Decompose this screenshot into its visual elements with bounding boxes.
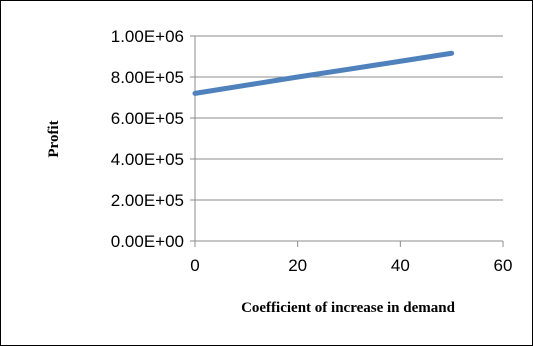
y-tick-label: 8.00E+05: [111, 68, 184, 87]
x-tick-label: 40: [391, 256, 410, 275]
gridlines: [195, 35, 503, 201]
series-line-0: [192, 50, 455, 96]
data-point: [195, 93, 196, 94]
x-tick-label: 60: [494, 256, 513, 275]
x-tick-labels: 0 20 40 60: [190, 256, 512, 275]
x-tick-label: 20: [288, 256, 307, 275]
x-axis-title: Coefficient of increase in demand: [241, 300, 456, 316]
data-point: [246, 85, 247, 86]
series-layer: [192, 50, 455, 96]
y-tick-label: 4.00E+05: [111, 150, 184, 169]
x-tick-label: 0: [190, 256, 199, 275]
y-tick-label: 1.00E+06: [111, 27, 184, 46]
y-tick-label: 6.00E+05: [111, 109, 184, 128]
data-point: [349, 69, 350, 70]
y-tick-labels: 0.00E+00 2.00E+05 4.00E+05 6.00E+05 8.00E+05…: [111, 27, 184, 251]
data-point: [400, 61, 401, 62]
axes: [190, 35, 504, 247]
data-point: [297, 77, 298, 78]
y-axis-title: Profit: [46, 120, 62, 157]
y-tick-label: 2.00E+05: [111, 191, 184, 210]
data-point: [451, 53, 452, 54]
y-tick-label: 0.00E+00: [111, 232, 184, 251]
